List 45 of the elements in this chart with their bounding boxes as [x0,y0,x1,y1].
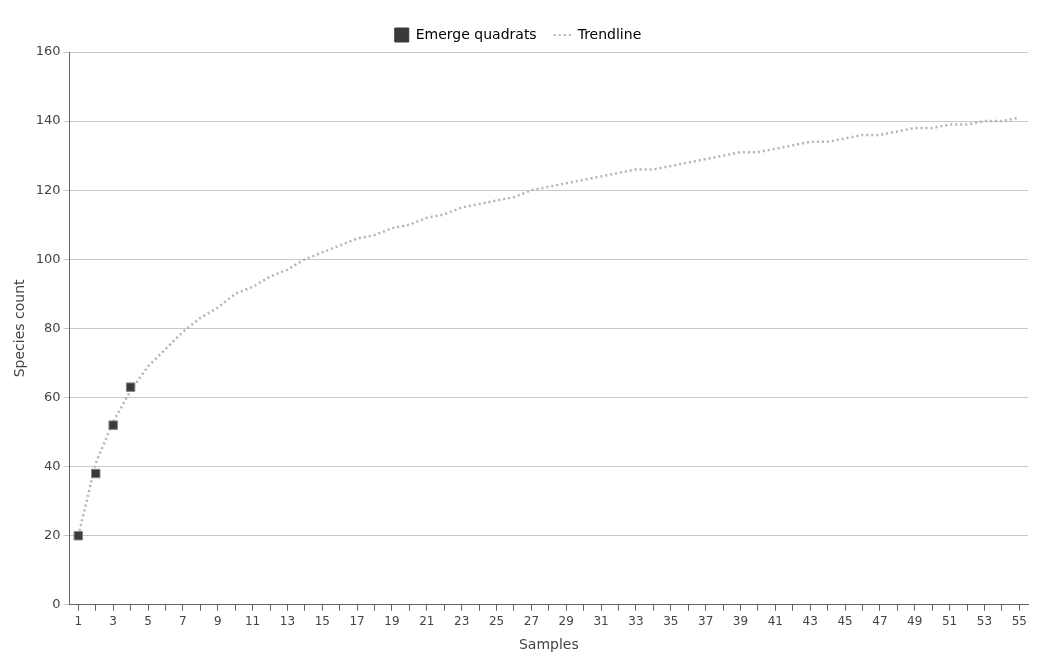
x-tick-label: 29 [558,614,574,629]
x-tick-label: 45 [837,614,853,629]
x-tick-label: 7 [179,614,187,629]
y-tick-label: 60 [44,388,61,404]
x-tick-label: 53 [976,614,993,629]
y-tick-label: 40 [44,457,61,473]
x-tick-label: 39 [732,614,749,629]
point [125,382,136,392]
x-tick-label: 47 [872,614,888,629]
x-tick-label: 49 [907,614,923,629]
x-tick-label: 33 [628,614,644,629]
x-tick-label: 21 [419,614,435,629]
x-tick-label: 23 [454,614,470,629]
x-tick-label: 15 [314,614,330,629]
x-tick-label: 25 [488,614,505,629]
legend-label: Trendline [576,25,642,42]
legend-label: Emerge quadrats [415,25,537,42]
x-tick-label: 1 [74,614,83,629]
point [73,530,84,541]
x-tick-label: 5 [144,614,152,629]
x-tick-label: 41 [767,614,783,629]
x-tick-label: 35 [663,614,679,629]
x-tick-label: 51 [941,614,958,629]
y-tick-label: 80 [44,319,61,335]
y-tick-label: 160 [35,43,61,59]
x-tick-label: 55 [1011,614,1027,629]
x-tick-label: 13 [279,614,296,629]
x-tick-label: 11 [244,614,261,629]
y-axis-title: Species count [11,278,28,378]
x-tick-label: 31 [593,614,609,629]
point [108,420,118,430]
x-axis-title: Samples [518,636,579,653]
x-tick-label: 17 [349,614,365,629]
y-tick-label: 100 [35,250,61,266]
x-tick-label: 9 [213,614,222,629]
x-tick-label: 3 [109,614,117,629]
x-tick-label: 19 [384,614,400,629]
y-tick-label: 140 [35,112,61,128]
x-tick-label: 27 [523,614,540,629]
x-tick-label: 37 [697,614,714,629]
y-tick-label: 20 [44,527,61,543]
x-tick-label: 43 [802,614,818,629]
y-tick-label: 120 [35,181,61,197]
point [91,468,101,479]
y-tick-label: 0 [52,596,61,612]
